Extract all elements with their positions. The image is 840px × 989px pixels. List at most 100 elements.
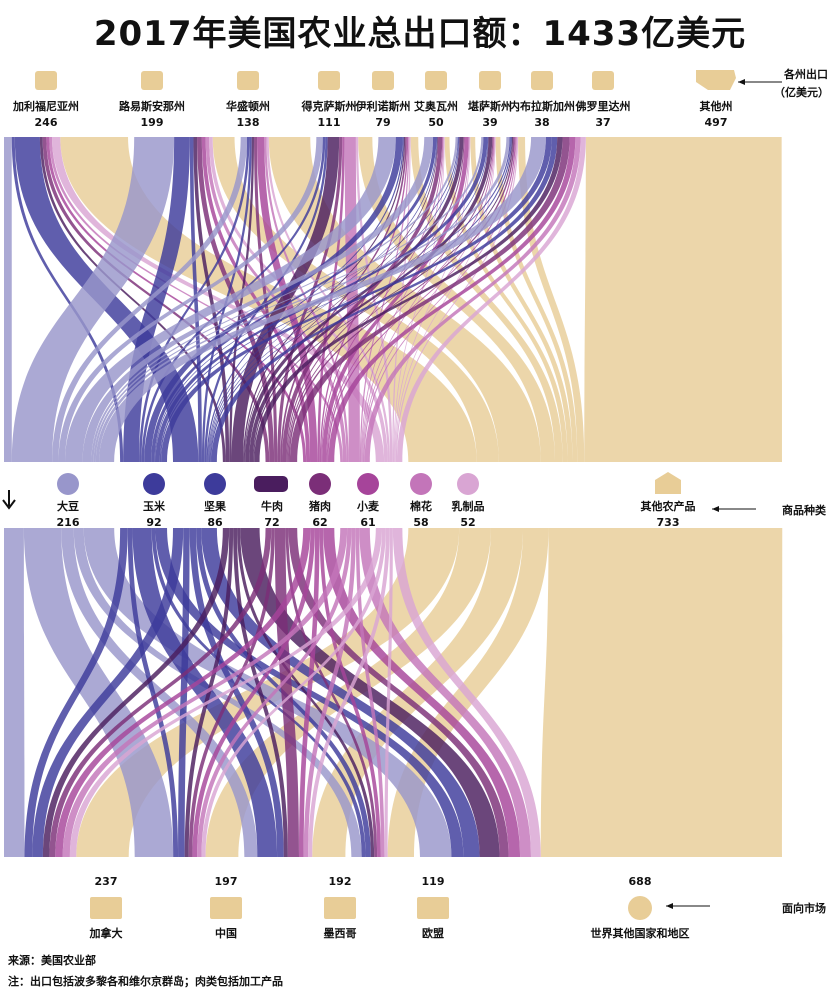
flow-product-6-market-2 xyxy=(303,528,356,857)
flow-state-4-product-4 xyxy=(280,137,407,462)
source-note: 来源：美国农业部 xyxy=(8,954,96,967)
flow-state-3-product-3 xyxy=(231,137,340,462)
state-label: 艾奥瓦州 xyxy=(414,99,458,113)
product-value: 216 xyxy=(57,516,80,529)
product-value: 62 xyxy=(312,516,327,529)
flow-state-2-product-3 xyxy=(229,137,255,462)
flow-product-2-market-0 xyxy=(32,528,184,857)
product-label: 小麦 xyxy=(356,499,380,513)
soybean-icon xyxy=(57,473,79,495)
flow-state-8-product-6 xyxy=(363,137,517,462)
flow-product-2-market-2 xyxy=(189,528,284,857)
mexico-map-icon xyxy=(324,897,356,919)
flow-product-5-market-4 xyxy=(323,528,521,857)
product-label: 玉米 xyxy=(143,499,166,513)
flow-state-1-product-0 xyxy=(11,137,175,462)
product-label: 坚果 xyxy=(204,499,226,513)
flow-state-5-product-7 xyxy=(393,137,445,462)
china-flag-icon xyxy=(210,897,242,919)
flow-state-3-product-2 xyxy=(204,137,328,462)
market-value: 237 xyxy=(95,875,118,888)
flow-product-0-market-0 xyxy=(4,528,25,857)
flow-state-7-product-0 xyxy=(93,137,484,462)
state-label: 其他州 xyxy=(700,99,733,113)
product-label: 其他农产品 xyxy=(641,499,696,513)
flow-state-0-product-5 xyxy=(46,137,307,462)
iowa-icon xyxy=(425,71,447,90)
louisiana-icon xyxy=(141,71,163,90)
kansas-icon xyxy=(479,71,501,90)
market-nodes: 237 加拿大 197 中国 192 墨西哥 119 欧盟 688 世界其他国家和地区 xyxy=(89,875,690,940)
wheat-icon xyxy=(357,473,379,495)
flow-product-0-market-4 xyxy=(83,528,452,857)
flow-product-6-market-0 xyxy=(62,528,348,857)
product-label: 大豆 xyxy=(57,499,79,513)
flow-state-6-product-2 xyxy=(208,137,460,462)
milk-icon xyxy=(457,473,479,495)
california-icon xyxy=(35,71,57,90)
flow-state-9-product-0 xyxy=(99,137,546,462)
flow-state-5-product-4 xyxy=(282,137,443,462)
flow-state-0-product-1 xyxy=(11,137,124,462)
flow-state-5-product-1 xyxy=(151,137,437,462)
flow-state-8-product-4 xyxy=(288,137,515,462)
flow-product-3-market-1 xyxy=(184,528,234,857)
florida-icon xyxy=(592,71,614,90)
cow-icon xyxy=(254,476,288,492)
flow-state-7-product-8 xyxy=(495,137,578,462)
product-label: 乳制品 xyxy=(452,499,485,513)
flow-state-5-product-8 xyxy=(444,137,568,462)
state-value: 497 xyxy=(705,116,728,129)
state-value: 37 xyxy=(595,116,610,129)
market-label: 世界其他国家和地区 xyxy=(591,926,690,940)
nebraska-icon xyxy=(531,71,553,90)
globe-icon xyxy=(628,896,652,920)
flow-state-6-product-8 xyxy=(470,137,573,462)
footnote: 注：出口包括波多黎各和维尔京群岛；肉类包括加工产品 xyxy=(8,975,283,988)
flow-state-0-product-0 xyxy=(4,137,12,462)
flow-state-0-product-8 xyxy=(60,137,477,462)
state-value: 39 xyxy=(482,116,497,129)
flow-state-9-product-2 xyxy=(211,137,558,462)
product-value: 61 xyxy=(360,516,375,529)
flow-state-8-product-2 xyxy=(210,137,512,462)
flow-product-6-market-4 xyxy=(359,528,531,857)
flow-product-6-market-3 xyxy=(355,528,385,857)
product-market-flows xyxy=(4,528,783,857)
flow-state-3-product-0 xyxy=(58,137,323,462)
flow-product-2-market-4 xyxy=(201,528,480,857)
markets-pointer-arrow-icon xyxy=(665,902,711,910)
flow-state-1-product-7 xyxy=(209,137,388,462)
flow-state-6-product-4 xyxy=(286,137,465,462)
flow-product-6-market-1 xyxy=(197,528,352,857)
texas-icon xyxy=(318,71,340,90)
eu-flag-icon xyxy=(417,897,449,919)
flow-state-6-product-0 xyxy=(91,137,458,462)
usa-icon xyxy=(696,70,736,90)
state-value: 111 xyxy=(318,116,341,129)
flow-product-7-market-2 xyxy=(308,528,390,857)
flow-state-2-product-0 xyxy=(52,137,247,462)
product-label: 猪肉 xyxy=(308,499,331,513)
flow-state-4-product-2 xyxy=(206,137,404,462)
flow-state-6-product-6 xyxy=(361,137,470,462)
cotton-icon xyxy=(410,473,432,495)
products-side-label: 商品种类 xyxy=(782,504,826,517)
flow-state-0-product-7 xyxy=(52,137,385,462)
corn-icon xyxy=(143,473,165,495)
flow-state-2-product-8 xyxy=(268,137,541,462)
flow-product-4-market-4 xyxy=(288,528,509,857)
state-label: 内布拉斯加州 xyxy=(509,99,575,113)
state-value: 138 xyxy=(237,116,260,129)
flow-product-5-market-1 xyxy=(192,528,315,857)
flow-state-8-product-5 xyxy=(327,137,516,462)
flow-product-8-market-4 xyxy=(540,528,783,857)
flow-product-7-market-1 xyxy=(201,528,386,857)
down-arrow-icon xyxy=(2,490,16,510)
state-value: 50 xyxy=(428,116,444,129)
state-label: 伊利诺斯州 xyxy=(355,99,411,113)
product-value: 86 xyxy=(207,516,223,529)
flow-state-3-product-5 xyxy=(317,137,345,462)
flow-state-4-product-1 xyxy=(144,137,403,462)
flow-state-9-product-3 xyxy=(254,137,563,462)
